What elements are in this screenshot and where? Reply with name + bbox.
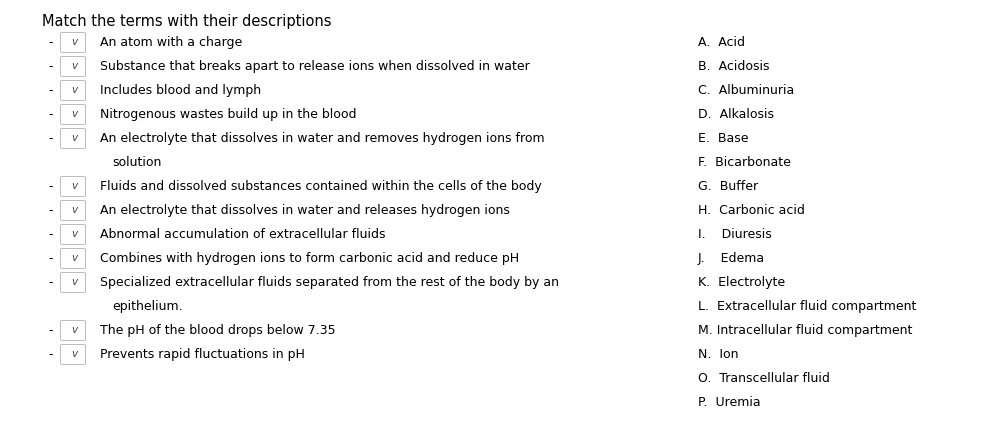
Text: An atom with a charge: An atom with a charge (100, 36, 243, 49)
Text: epithelium.: epithelium. (112, 300, 182, 313)
Text: v: v (71, 181, 77, 191)
FancyBboxPatch shape (60, 321, 86, 340)
Text: Abnormal accumulation of extracellular fluids: Abnormal accumulation of extracellular f… (100, 228, 386, 241)
Text: -: - (48, 252, 52, 265)
FancyBboxPatch shape (60, 201, 86, 220)
Text: N.  Ion: N. Ion (698, 348, 739, 361)
Text: Specialized extracellular fluids separated from the rest of the body by an: Specialized extracellular fluids separat… (100, 276, 559, 289)
FancyBboxPatch shape (60, 344, 86, 364)
Text: Fluids and dissolved substances contained within the cells of the body: Fluids and dissolved substances containe… (100, 180, 541, 193)
Text: Prevents rapid fluctuations in pH: Prevents rapid fluctuations in pH (100, 348, 305, 361)
Text: -: - (48, 132, 52, 145)
FancyBboxPatch shape (60, 177, 86, 197)
FancyBboxPatch shape (60, 273, 86, 293)
FancyBboxPatch shape (60, 33, 86, 53)
Text: An electrolyte that dissolves in water and removes hydrogen ions from: An electrolyte that dissolves in water a… (100, 132, 544, 145)
Text: v: v (71, 349, 77, 359)
Text: An electrolyte that dissolves in water and releases hydrogen ions: An electrolyte that dissolves in water a… (100, 204, 510, 217)
Text: L.  Extracellular fluid compartment: L. Extracellular fluid compartment (698, 300, 916, 313)
Text: v: v (71, 205, 77, 215)
Text: v: v (71, 229, 77, 239)
Text: G.  Buffer: G. Buffer (698, 180, 758, 193)
Text: -: - (48, 204, 52, 217)
Text: B.  Acidosis: B. Acidosis (698, 60, 769, 73)
FancyBboxPatch shape (60, 57, 86, 77)
Text: v: v (71, 85, 77, 95)
FancyBboxPatch shape (60, 104, 86, 124)
Text: v: v (71, 253, 77, 263)
FancyBboxPatch shape (60, 80, 86, 100)
Text: solution: solution (112, 156, 162, 169)
Text: v: v (71, 277, 77, 287)
Text: D.  Alkalosis: D. Alkalosis (698, 108, 774, 121)
Text: Includes blood and lymph: Includes blood and lymph (100, 84, 261, 97)
Text: -: - (48, 36, 52, 49)
Text: -: - (48, 228, 52, 241)
FancyBboxPatch shape (60, 224, 86, 244)
Text: C.  Albuminuria: C. Albuminuria (698, 84, 795, 97)
Text: v: v (71, 325, 77, 335)
Text: v: v (71, 37, 77, 47)
Text: -: - (48, 60, 52, 73)
Text: -: - (48, 348, 52, 361)
Text: P.  Uremia: P. Uremia (698, 396, 760, 409)
Text: Match the terms with their descriptions: Match the terms with their descriptions (42, 14, 331, 29)
FancyBboxPatch shape (60, 248, 86, 268)
Text: v: v (71, 109, 77, 119)
Text: v: v (71, 133, 77, 143)
Text: The pH of the blood drops below 7.35: The pH of the blood drops below 7.35 (100, 324, 335, 337)
Text: K.  Electrolyte: K. Electrolyte (698, 276, 785, 289)
Text: M. Intracellular fluid compartment: M. Intracellular fluid compartment (698, 324, 912, 337)
Text: I.    Diuresis: I. Diuresis (698, 228, 772, 241)
Text: F.  Bicarbonate: F. Bicarbonate (698, 156, 791, 169)
Text: -: - (48, 276, 52, 289)
Text: -: - (48, 180, 52, 193)
Text: Substance that breaks apart to release ions when dissolved in water: Substance that breaks apart to release i… (100, 60, 529, 73)
Text: E.  Base: E. Base (698, 132, 748, 145)
Text: -: - (48, 84, 52, 97)
Text: Nitrogenous wastes build up in the blood: Nitrogenous wastes build up in the blood (100, 108, 357, 121)
Text: -: - (48, 324, 52, 337)
Text: Combines with hydrogen ions to form carbonic acid and reduce pH: Combines with hydrogen ions to form carb… (100, 252, 519, 265)
Text: O.  Transcellular fluid: O. Transcellular fluid (698, 372, 830, 385)
Text: A.  Acid: A. Acid (698, 36, 745, 49)
Text: -: - (48, 108, 52, 121)
FancyBboxPatch shape (60, 128, 86, 149)
Text: J.    Edema: J. Edema (698, 252, 765, 265)
Text: H.  Carbonic acid: H. Carbonic acid (698, 204, 805, 217)
Text: v: v (71, 61, 77, 71)
